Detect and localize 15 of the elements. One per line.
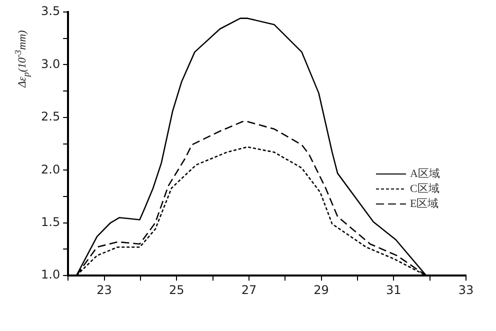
legend-label: C区域 <box>410 182 440 195</box>
x-tick-label: 27 <box>241 282 257 297</box>
y-tick-label: 3.0 <box>40 56 60 71</box>
x-tick-label: 23 <box>96 282 112 297</box>
y-tick-label: 1.0 <box>40 268 60 282</box>
y-tick-label: 1.5 <box>40 215 60 230</box>
x-tick-label: 31 <box>386 282 402 297</box>
y-tick-label: 2.5 <box>40 110 60 124</box>
x-tick-label: 25 <box>168 282 184 297</box>
y-tick-label: 3.5 <box>40 4 60 18</box>
x-tick-label: 29 <box>314 282 329 297</box>
legend-label: A区域 <box>410 166 440 180</box>
x-tick-label: 33 <box>458 282 474 297</box>
y-tick-label: 2.0 <box>40 162 60 176</box>
legend-label: E区域 <box>410 196 439 210</box>
